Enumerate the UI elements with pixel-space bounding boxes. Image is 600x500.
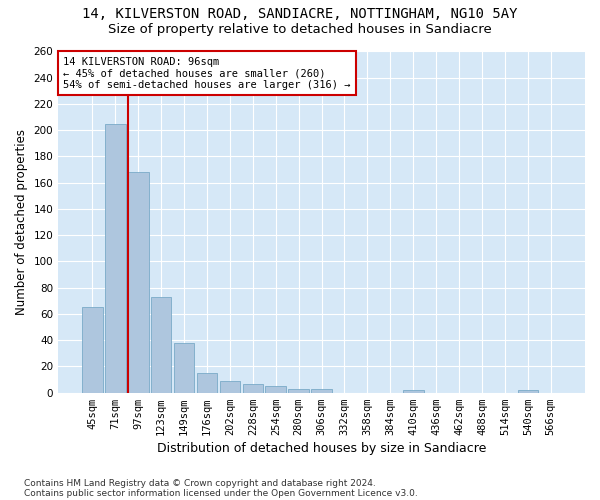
Bar: [151, 297, 172, 392]
Text: 14 KILVERSTON ROAD: 96sqm
← 45% of detached houses are smaller (260)
54% of semi: 14 KILVERSTON ROAD: 96sqm ← 45% of detac…: [64, 56, 351, 90]
Bar: [82, 308, 103, 392]
Bar: [403, 390, 424, 392]
Bar: [311, 389, 332, 392]
Bar: [289, 389, 309, 392]
Text: 14, KILVERSTON ROAD, SANDIACRE, NOTTINGHAM, NG10 5AY: 14, KILVERSTON ROAD, SANDIACRE, NOTTINGH…: [82, 8, 518, 22]
Text: Contains HM Land Registry data © Crown copyright and database right 2024.: Contains HM Land Registry data © Crown c…: [24, 478, 376, 488]
Bar: [174, 343, 194, 392]
Bar: [197, 373, 217, 392]
Bar: [128, 172, 149, 392]
Bar: [518, 390, 538, 392]
Bar: [220, 381, 240, 392]
Text: Size of property relative to detached houses in Sandiacre: Size of property relative to detached ho…: [108, 22, 492, 36]
Bar: [105, 124, 125, 392]
Text: Contains public sector information licensed under the Open Government Licence v3: Contains public sector information licen…: [24, 488, 418, 498]
Y-axis label: Number of detached properties: Number of detached properties: [15, 129, 28, 315]
Bar: [265, 386, 286, 392]
X-axis label: Distribution of detached houses by size in Sandiacre: Distribution of detached houses by size …: [157, 442, 486, 455]
Bar: [242, 384, 263, 392]
